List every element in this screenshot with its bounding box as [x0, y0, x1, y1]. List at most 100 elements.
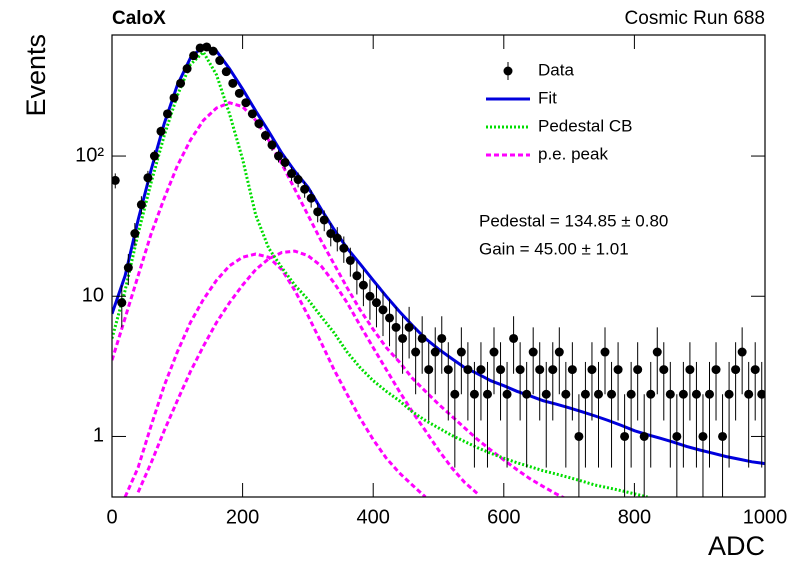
data-point: [430, 347, 440, 357]
data-point: [332, 233, 342, 243]
data-point: [482, 389, 492, 399]
data-point: [704, 389, 714, 399]
data-point: [515, 365, 525, 375]
x-tick-label: 800: [618, 506, 651, 528]
data-point: [698, 431, 708, 441]
data-point: [241, 98, 251, 108]
data-point: [215, 56, 225, 66]
data-point: [365, 291, 375, 301]
x-tick-label: 200: [226, 506, 259, 528]
data-point: [718, 431, 728, 441]
legend-label: Pedestal CB: [538, 116, 633, 135]
data-point: [652, 347, 662, 357]
data-point: [587, 365, 597, 375]
data-point: [228, 78, 238, 88]
data-point: [417, 333, 427, 343]
data-point: [469, 389, 479, 399]
data-point: [450, 389, 460, 399]
data-point: [757, 389, 765, 399]
data-point: [600, 347, 610, 357]
data-point: [724, 389, 734, 399]
data-point: [247, 109, 257, 119]
data-point: [234, 88, 244, 98]
data-point: [371, 298, 381, 308]
data-point: [509, 333, 519, 343]
data-point: [313, 207, 323, 217]
chart-title: CaloX: [112, 8, 166, 29]
data-point: [541, 389, 551, 399]
data-point: [378, 305, 388, 315]
chart-subtitle: Cosmic Run 688: [625, 8, 765, 29]
data-point: [665, 389, 675, 399]
data-point: [496, 365, 506, 375]
data-point: [489, 347, 499, 357]
data-point: [345, 255, 355, 265]
data-point: [574, 431, 584, 441]
data-point: [535, 365, 545, 375]
data-point: [136, 200, 146, 210]
data-point: [567, 365, 577, 375]
data-point: [306, 193, 316, 203]
data-point: [287, 169, 297, 179]
data-point: [502, 389, 512, 399]
data-point: [339, 243, 349, 253]
data-point: [672, 431, 682, 441]
data-point: [319, 215, 329, 225]
data-point: [678, 389, 688, 399]
data-point: [189, 51, 199, 61]
data-point: [593, 389, 603, 399]
data-point: [326, 229, 336, 239]
data-point: [711, 365, 721, 375]
data-point: [476, 365, 486, 375]
data-point: [411, 347, 421, 357]
data-point: [646, 389, 656, 399]
data-point: [580, 389, 590, 399]
data-point: [528, 347, 538, 357]
data-point: [385, 313, 395, 323]
data-point: [456, 347, 466, 357]
legend-symbol: [503, 66, 513, 76]
data-point: [176, 78, 186, 88]
data-point: [260, 131, 270, 141]
plot-area: [112, 42, 765, 497]
data-point: [182, 64, 192, 74]
data-point: [149, 151, 159, 161]
legend-label: Data: [538, 60, 574, 79]
data-point: [633, 365, 643, 375]
y-tick-label: 10²: [75, 144, 104, 166]
data-point: [130, 229, 140, 239]
data-point: [659, 365, 669, 375]
curve: [136, 249, 479, 495]
data-point: [143, 173, 153, 183]
data-point: [169, 93, 179, 103]
data-point: [744, 389, 754, 399]
data-point: [398, 333, 408, 343]
data-point: [123, 263, 133, 273]
data-point: [274, 151, 284, 161]
data-point: [626, 389, 636, 399]
data-point: [163, 109, 173, 119]
data-point: [117, 298, 127, 308]
data-point: [424, 365, 434, 375]
data-point: [548, 365, 558, 375]
data-point: [639, 431, 649, 441]
curve: [112, 49, 648, 497]
data-point: [443, 365, 453, 375]
data-point: [522, 389, 532, 399]
data-point: [391, 322, 401, 332]
x-tick-label: 600: [487, 506, 520, 528]
data-point: [300, 184, 310, 194]
legend-label: Fit: [538, 88, 557, 107]
data-point: [737, 347, 747, 357]
data-point: [685, 365, 695, 375]
data-point: [267, 140, 277, 150]
data-point: [463, 365, 473, 375]
x-tick-label: 1000: [743, 506, 788, 528]
data-point: [750, 365, 760, 375]
curve: [112, 101, 566, 497]
data-point: [254, 119, 264, 129]
x-axis-label: ADC: [708, 531, 765, 561]
